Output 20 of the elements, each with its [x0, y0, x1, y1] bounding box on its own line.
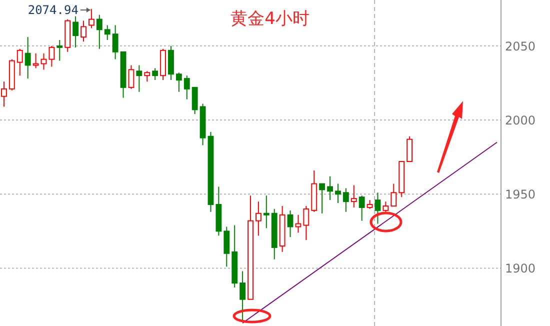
y-tick-label: 2000: [505, 114, 536, 128]
candlestick: [240, 270, 246, 322]
candlestick: [24, 36, 31, 80]
candlestick: [112, 24, 118, 60]
candlestick: [327, 176, 333, 201]
candlestick: [295, 214, 302, 234]
candlestick: [255, 201, 262, 236]
candlestick: [335, 183, 341, 204]
y-tick-label: 1950: [505, 188, 536, 202]
candlestick: [350, 184, 357, 208]
candlestick: [56, 40, 63, 62]
candlestick: [279, 205, 286, 252]
candlestick: [374, 192, 381, 224]
text: 黄金4小时: [230, 9, 310, 29]
annotation: 2074.94: [28, 2, 78, 17]
candlestick: [1, 81, 7, 108]
candlestick: [263, 195, 270, 229]
y-tick-label: 1900: [505, 262, 536, 276]
candlestick: [136, 64, 142, 92]
y-tick-label: 2050: [505, 39, 536, 54]
